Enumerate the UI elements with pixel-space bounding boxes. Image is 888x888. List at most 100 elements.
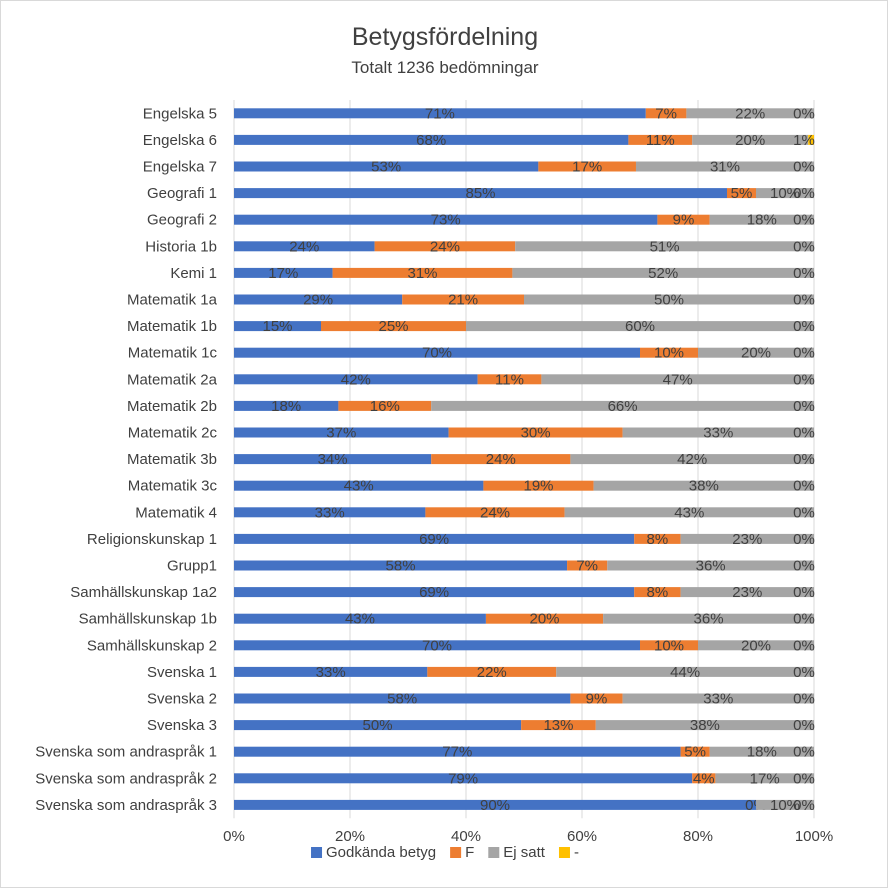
bar-segment <box>593 480 814 491</box>
data-label: 33% <box>316 664 346 681</box>
data-label: 22% <box>477 664 507 681</box>
data-label: 24% <box>486 451 516 468</box>
bar-segment <box>692 134 809 145</box>
data-label: 20% <box>741 637 771 654</box>
data-label: 0% <box>793 797 815 814</box>
category-label: Matematik 3c <box>128 478 218 495</box>
data-label: 66% <box>608 398 638 415</box>
data-label: 50% <box>654 292 684 309</box>
data-label: 47% <box>663 371 693 388</box>
data-label: 8% <box>647 584 669 601</box>
bar-segment <box>234 214 658 225</box>
data-label: 42% <box>341 371 371 388</box>
bar-segment <box>234 161 539 172</box>
data-label: 0% <box>793 664 815 681</box>
bar-segment <box>234 400 339 411</box>
bar-segment <box>234 188 727 199</box>
bar-segment <box>570 693 623 704</box>
data-label: 0% <box>793 611 815 628</box>
data-label: 18% <box>747 744 777 761</box>
bar-segment <box>709 214 814 225</box>
category-label: Svenska som andraspråk 1 <box>35 744 217 761</box>
data-label: 90% <box>480 797 510 814</box>
data-label: 36% <box>694 611 724 628</box>
bar-segment <box>448 427 623 438</box>
category-label: Kemi 1 <box>170 265 217 282</box>
bar-segment <box>680 533 814 544</box>
category-label: Geografi 1 <box>147 185 217 202</box>
legend-label: Ej satt <box>503 844 546 861</box>
data-label: 10% <box>770 797 800 814</box>
bar-segment <box>427 666 557 677</box>
data-label: 0% <box>793 292 815 309</box>
data-label: 15% <box>262 318 292 335</box>
bar-segment <box>234 347 640 358</box>
data-label: 79% <box>448 770 478 787</box>
bar-segment <box>234 241 375 252</box>
category-label: Svenska som andraspråk 2 <box>35 770 217 787</box>
bar-segment <box>234 533 635 544</box>
data-label: 23% <box>732 531 762 548</box>
data-label: 0% <box>793 105 815 122</box>
legend-item: - <box>558 844 579 861</box>
data-label: 50% <box>363 717 393 734</box>
bar-segment <box>628 134 693 145</box>
bar-segment <box>698 640 814 651</box>
bar-segment <box>234 480 484 491</box>
bar-segment <box>541 374 814 385</box>
data-label: 0% <box>793 691 815 708</box>
data-label: 0% <box>793 265 815 282</box>
data-label: 31% <box>407 265 437 282</box>
bar-segment <box>657 214 710 225</box>
data-label: 69% <box>419 531 449 548</box>
legend-label: - <box>574 844 579 861</box>
data-label: 0% <box>793 345 815 362</box>
bar-segment <box>431 400 814 411</box>
data-label: 58% <box>387 691 417 708</box>
category-label: Matematik 2b <box>127 398 217 415</box>
category-label: Svenska 1 <box>147 664 217 681</box>
data-label: 0% <box>793 451 815 468</box>
bar-segment <box>234 134 629 145</box>
data-label: 9% <box>586 691 608 708</box>
bar-segment <box>234 773 693 784</box>
data-label: 36% <box>696 558 726 575</box>
data-label: 29% <box>303 292 333 309</box>
legend-item: F <box>450 844 474 861</box>
bar-segment <box>715 773 814 784</box>
data-label: 0% <box>793 478 815 495</box>
category-label: Matematik 3b <box>127 451 217 468</box>
data-label: 70% <box>422 345 452 362</box>
bar-segment <box>515 241 814 252</box>
category-label: Religionskunskap 1 <box>87 531 217 548</box>
data-label: 43% <box>344 478 374 495</box>
bar-segment <box>234 507 426 518</box>
legend-swatch <box>450 847 462 858</box>
data-label: 85% <box>465 185 495 202</box>
legend-swatch <box>558 847 570 858</box>
data-label: 43% <box>345 611 375 628</box>
bar-segment <box>645 108 687 119</box>
data-label: 33% <box>315 504 345 521</box>
bar-segment <box>234 267 333 278</box>
legend-item: Godkända betyg <box>311 844 436 861</box>
legend-label: Godkända betyg <box>326 844 436 861</box>
bar-segment <box>521 720 596 731</box>
data-label: 0% <box>793 318 815 335</box>
bar-segment <box>808 134 814 145</box>
data-label: 0% <box>793 212 815 229</box>
x-tick-label: 40% <box>451 828 481 845</box>
category-label: Matematik 1a <box>127 292 218 309</box>
category-label: Matematik 1b <box>127 318 217 335</box>
bar-segment <box>234 666 428 677</box>
data-label: 1% <box>793 132 815 149</box>
data-label: 31% <box>710 159 740 176</box>
data-label: 10% <box>770 185 800 202</box>
data-label: 17% <box>750 770 780 787</box>
data-label: 77% <box>442 744 472 761</box>
data-label: 23% <box>732 584 762 601</box>
bar-segment <box>564 507 814 518</box>
data-label: 18% <box>271 398 301 415</box>
data-label: 17% <box>268 265 298 282</box>
